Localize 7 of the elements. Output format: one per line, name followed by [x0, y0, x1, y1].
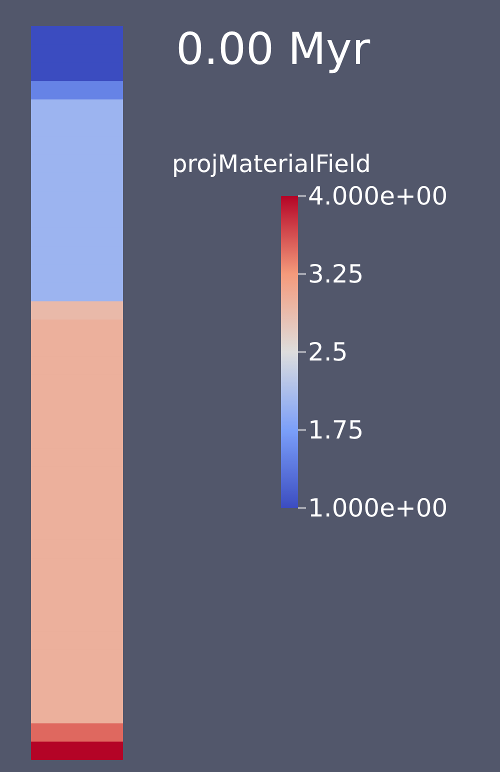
color-bar-label: 2.5	[308, 338, 348, 366]
color-bar-label: 1.75	[308, 416, 364, 444]
color-bar-label: 4.000e+00	[308, 182, 448, 210]
text: 0.00 Myr	[176, 24, 370, 75]
color-bar-title: projMaterialField	[172, 150, 371, 178]
color-bar-label: 3.25	[308, 260, 364, 288]
color-bar-label: 1.000e+00	[308, 494, 448, 522]
